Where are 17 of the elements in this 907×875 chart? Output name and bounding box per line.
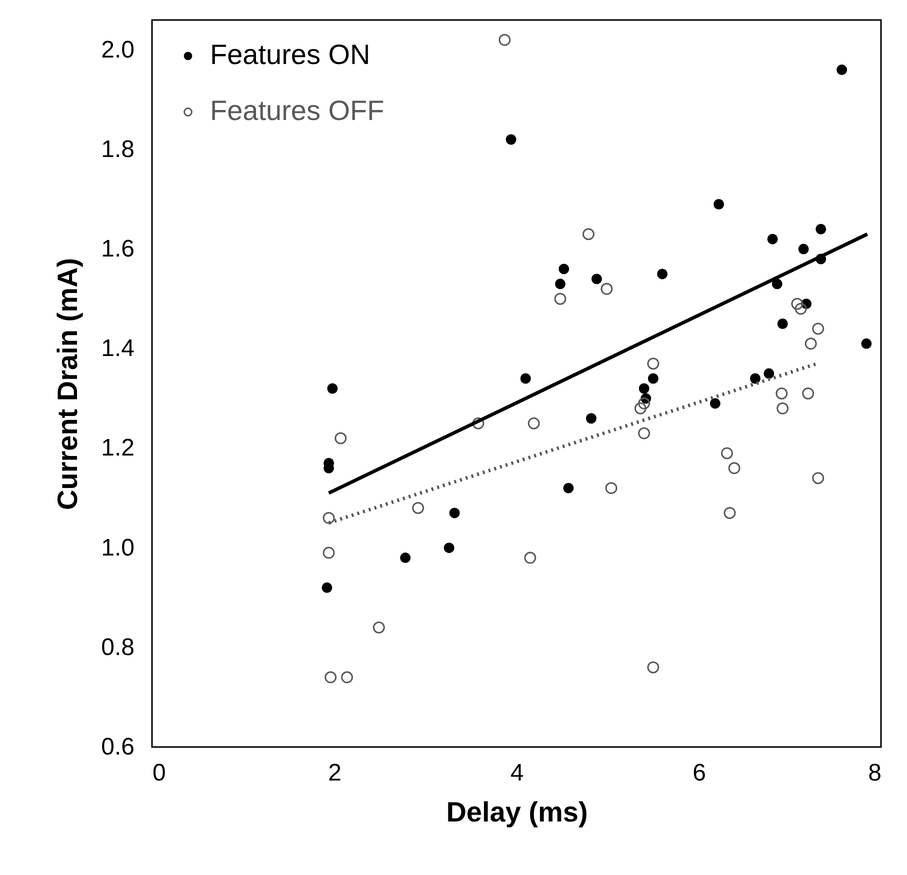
x-tick-label: 4 xyxy=(510,760,524,786)
y-tick-label: 2.0 xyxy=(101,36,134,64)
x-tick-label: 0 xyxy=(152,760,166,786)
legend-label: Features OFF xyxy=(210,95,384,126)
y-tick-label: 1.2 xyxy=(101,434,134,462)
y-tick-label: 1.6 xyxy=(101,236,134,263)
y-tick-label: 1.4 xyxy=(101,335,134,362)
x-tick-label: 6 xyxy=(692,760,706,786)
y-axis-title: Current Drain (mA) xyxy=(52,258,84,510)
y-tick-label: 0.8 xyxy=(101,634,134,661)
x-axis-title: Delay (ms) xyxy=(446,796,588,828)
y-tick-label: 0.6 xyxy=(101,734,134,760)
y-tick-label: 1.8 xyxy=(101,136,134,163)
y-tick-label: 1.0 xyxy=(101,534,134,562)
x-tick-label: 8 xyxy=(868,760,882,786)
x-tick-label: 2 xyxy=(328,760,342,786)
legend-label: Features ON xyxy=(210,39,370,70)
